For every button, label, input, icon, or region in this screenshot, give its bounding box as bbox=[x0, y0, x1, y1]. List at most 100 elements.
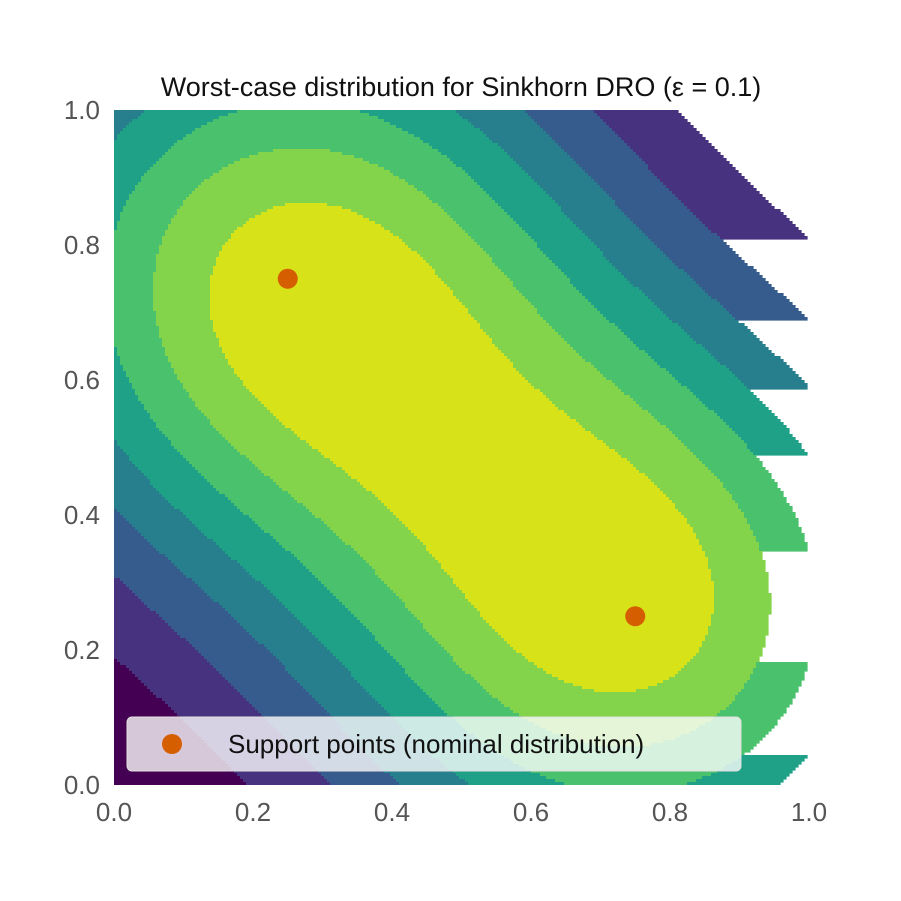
contour-band-3 bbox=[555, 200, 616, 204]
contour-band-5 bbox=[363, 623, 424, 627]
contour-band-4 bbox=[114, 365, 124, 369]
contour-band-4 bbox=[114, 371, 127, 375]
contour-band-6 bbox=[585, 428, 670, 432]
contour-band-6 bbox=[567, 413, 652, 417]
contour-band-4 bbox=[321, 641, 379, 645]
contour-band-4 bbox=[549, 257, 607, 261]
contour-band-4 bbox=[120, 446, 175, 450]
contour-band-4 bbox=[483, 188, 544, 192]
contour-band-2 bbox=[648, 236, 721, 240]
contour-band-4 bbox=[561, 269, 619, 273]
contour-band-7 bbox=[219, 344, 496, 348]
contour-band-6 bbox=[663, 491, 730, 495]
contour-band-1 bbox=[114, 656, 205, 660]
contour-band-6 bbox=[162, 341, 220, 345]
contour-band-5 bbox=[354, 614, 415, 618]
contour-band-4 bbox=[309, 629, 370, 633]
contour-band-5 bbox=[114, 314, 157, 318]
contour-band-4 bbox=[510, 215, 568, 219]
contour-band-6 bbox=[690, 524, 751, 528]
contour-band-6 bbox=[297, 500, 382, 504]
contour-band-4 bbox=[246, 569, 310, 573]
contour-band-7 bbox=[273, 206, 343, 210]
contour-band-4 bbox=[627, 335, 691, 339]
contour-band-4 bbox=[126, 125, 202, 129]
contour-band-2 bbox=[114, 563, 175, 567]
contour-band-6 bbox=[342, 206, 442, 210]
contour-band-2 bbox=[228, 680, 298, 684]
contour-band-7 bbox=[285, 203, 328, 207]
contour-band-3 bbox=[543, 188, 604, 192]
contour-band-7 bbox=[222, 347, 499, 351]
contour-band-1 bbox=[645, 161, 730, 165]
contour-band-2 bbox=[144, 602, 220, 606]
contour-band-6 bbox=[441, 278, 511, 282]
contour-band-6 bbox=[417, 251, 487, 255]
contour-band-2 bbox=[114, 569, 181, 573]
contour-band-4 bbox=[180, 509, 241, 513]
contour-band-3 bbox=[528, 173, 589, 177]
contour-band-1 bbox=[672, 191, 760, 195]
contour-band-4 bbox=[114, 398, 139, 402]
contour-band-5 bbox=[696, 455, 757, 459]
contour-band-1 bbox=[114, 587, 130, 591]
contour-band-4 bbox=[114, 392, 136, 396]
contour-band-5 bbox=[114, 305, 154, 309]
contour-band-7 bbox=[420, 539, 700, 543]
contour-band-6 bbox=[444, 647, 514, 651]
contour-band-5 bbox=[219, 116, 379, 120]
contour-band-7 bbox=[534, 662, 688, 666]
contour-band-5 bbox=[171, 443, 232, 447]
contour-band-4 bbox=[432, 146, 502, 150]
contour-band-6 bbox=[354, 548, 427, 552]
contour-band-4 bbox=[129, 122, 208, 126]
contour-band-3 bbox=[285, 668, 349, 672]
contour-band-3 bbox=[114, 461, 133, 465]
contour-band-5 bbox=[735, 695, 796, 699]
contour-band-6 bbox=[162, 344, 220, 348]
contour-band-3 bbox=[318, 701, 379, 705]
contour-band-5 bbox=[441, 707, 511, 711]
contour-band-3 bbox=[624, 275, 691, 279]
contour-band-5 bbox=[114, 257, 157, 261]
contour-band-5 bbox=[114, 341, 163, 345]
contour-band-2 bbox=[684, 269, 757, 273]
contour-band-3 bbox=[540, 185, 601, 189]
contour-band-3 bbox=[279, 659, 340, 663]
contour-band-0 bbox=[114, 701, 166, 705]
contour-band-2 bbox=[243, 695, 313, 699]
contour-band-7 bbox=[252, 392, 544, 396]
contour-band-5 bbox=[117, 353, 166, 357]
contour-band-4 bbox=[408, 131, 484, 135]
contour-band-6 bbox=[540, 389, 622, 393]
contour-band-6 bbox=[519, 371, 601, 375]
contour-band-4 bbox=[114, 431, 163, 435]
contour-band-3 bbox=[255, 638, 319, 642]
contour-band-5 bbox=[729, 491, 784, 495]
contour-band-6 bbox=[705, 551, 763, 555]
contour-band-7 bbox=[387, 506, 676, 510]
contour-band-5 bbox=[570, 344, 637, 348]
contour-band-3 bbox=[741, 380, 805, 384]
contour-band-7 bbox=[405, 524, 691, 528]
contour-band-3 bbox=[126, 518, 190, 522]
contour-band-1 bbox=[129, 668, 217, 672]
contour-band-6 bbox=[324, 521, 403, 525]
contour-band-7 bbox=[471, 602, 715, 606]
contour-band-7 bbox=[219, 251, 418, 255]
contour-band-3 bbox=[135, 527, 199, 531]
contour-band-0 bbox=[114, 710, 175, 714]
contour-band-6 bbox=[159, 251, 220, 255]
contour-band-7 bbox=[324, 455, 622, 459]
contour-band-2 bbox=[540, 125, 610, 129]
contour-band-5 bbox=[576, 350, 646, 354]
contour-band-3 bbox=[114, 485, 154, 489]
contour-band-5 bbox=[243, 512, 313, 516]
contour-band-5 bbox=[132, 386, 184, 390]
contour-band-5 bbox=[114, 335, 160, 339]
contour-band-4 bbox=[639, 347, 706, 351]
contour-band-4 bbox=[723, 767, 796, 771]
contour-band-5 bbox=[114, 266, 157, 270]
contour-band-6 bbox=[162, 242, 226, 246]
contour-band-6 bbox=[195, 404, 265, 408]
